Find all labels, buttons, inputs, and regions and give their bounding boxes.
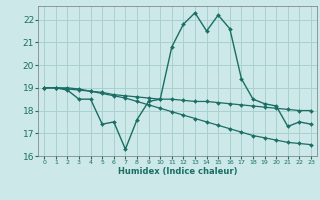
X-axis label: Humidex (Indice chaleur): Humidex (Indice chaleur) — [118, 167, 237, 176]
